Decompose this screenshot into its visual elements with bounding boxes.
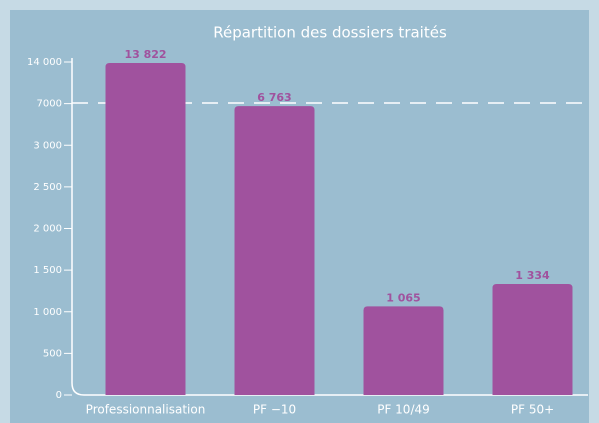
chart-title: Répartition des dossiers traités — [213, 24, 447, 42]
axis-line — [71, 58, 588, 396]
y-tick-label: 2 500 — [33, 182, 62, 193]
y-tick-label: 0 — [56, 390, 62, 401]
y-tick-label: 1 000 — [33, 307, 62, 318]
y-tick-label: 2 000 — [33, 224, 62, 235]
x-tick-label: PF 50+ — [511, 403, 554, 417]
x-tick-label: PF 10/49 — [377, 403, 430, 417]
value-label: 6 763 — [257, 91, 291, 104]
y-tick-label: 500 — [43, 348, 62, 359]
value-label: 13 822 — [124, 48, 166, 61]
x-tick-label: Professionnalisation — [86, 403, 206, 417]
bar — [234, 106, 315, 395]
bar — [363, 306, 444, 395]
y-tick-label: 3 000 — [33, 140, 62, 151]
bar — [105, 63, 186, 395]
bar — [492, 283, 573, 395]
value-label: 1 334 — [515, 269, 550, 282]
value-label: 1 065 — [386, 291, 420, 304]
x-tick-label: PF −10 — [253, 403, 296, 417]
y-tick-label: 14 000 — [27, 57, 62, 68]
y-tick-label: 1 500 — [33, 265, 62, 276]
y-tick-label: 7000 — [37, 99, 62, 110]
